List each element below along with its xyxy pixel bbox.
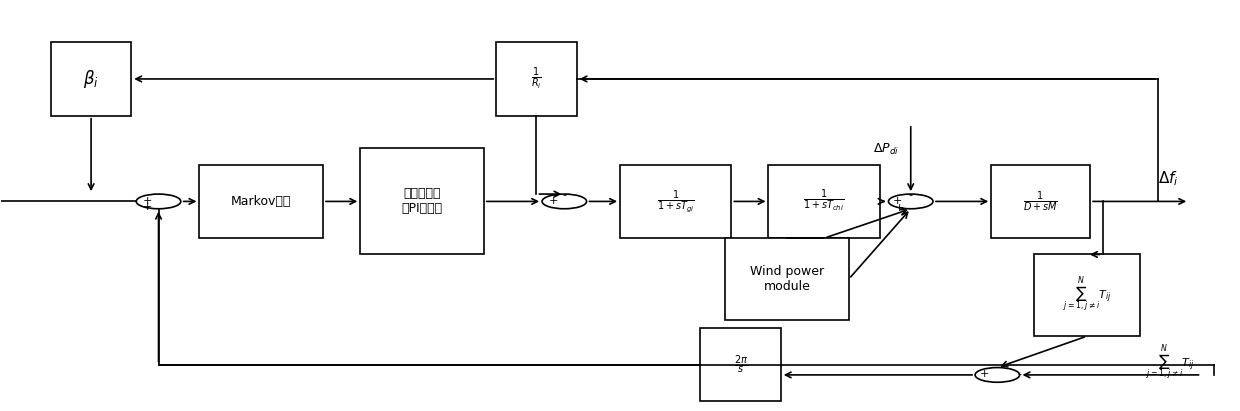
Text: $\sum_{j=1,j\neq i}^{N}T_{ij}$: $\sum_{j=1,j\neq i}^{N}T_{ij}$	[1063, 275, 1111, 315]
FancyBboxPatch shape	[360, 148, 484, 254]
Text: +: +	[548, 196, 558, 206]
Text: Wind power
module: Wind power module	[750, 265, 825, 293]
Text: -: -	[909, 190, 913, 200]
Text: +: +	[143, 202, 153, 212]
Text: $\frac{2\pi}{s}$: $\frac{2\pi}{s}$	[734, 353, 748, 376]
FancyBboxPatch shape	[725, 238, 849, 320]
FancyBboxPatch shape	[51, 42, 131, 115]
FancyBboxPatch shape	[991, 165, 1090, 238]
FancyBboxPatch shape	[200, 165, 324, 238]
Text: +: +	[895, 203, 904, 213]
Text: -: -	[1018, 369, 1022, 379]
Text: $\frac{1}{D+sM}$: $\frac{1}{D+sM}$	[1023, 189, 1058, 214]
Text: 不同时滞状
态PI控制器: 不同时滞状 态PI控制器	[402, 187, 443, 215]
FancyBboxPatch shape	[496, 42, 577, 115]
Text: -: -	[562, 190, 567, 200]
Text: $\frac{1}{1+sT_{gi}}$: $\frac{1}{1+sT_{gi}}$	[657, 188, 694, 215]
Text: $\frac{1}{1+sT_{chi}}$: $\frac{1}{1+sT_{chi}}$	[804, 188, 844, 215]
Text: +: +	[893, 196, 901, 206]
Text: +: +	[980, 369, 988, 379]
Text: Markov网络: Markov网络	[231, 195, 291, 208]
Text: $\sum_{j=1,j\neq i}^{N}T_{ij}$: $\sum_{j=1,j\neq i}^{N}T_{ij}$	[1146, 343, 1194, 383]
Text: $\Delta P_{di}$: $\Delta P_{di}$	[873, 141, 899, 157]
FancyBboxPatch shape	[620, 165, 732, 238]
FancyBboxPatch shape	[701, 328, 781, 402]
Text: $\frac{1}{R_i}$: $\frac{1}{R_i}$	[531, 66, 542, 92]
Text: $\Delta f_i$: $\Delta f_i$	[1158, 170, 1179, 188]
Text: +: +	[143, 196, 153, 206]
FancyBboxPatch shape	[1034, 254, 1140, 336]
FancyBboxPatch shape	[769, 165, 880, 238]
Text: $\beta_i$: $\beta_i$	[83, 68, 99, 90]
